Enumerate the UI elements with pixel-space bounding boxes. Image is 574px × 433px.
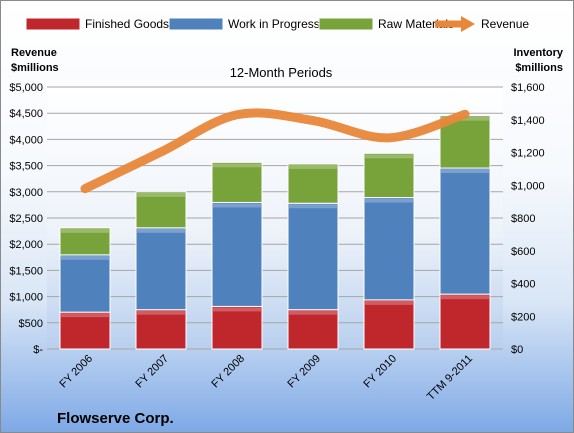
bar-segment-work-in-progress [363,197,415,301]
legend-label: Revenue [481,17,529,31]
bar-segment-work-in-progress [135,227,187,311]
bar-segment-finished-goods [287,309,339,350]
bar-highlight [213,203,261,208]
right-tick-label: $400 [511,279,535,291]
bar-segment-work-in-progress [211,201,263,307]
legend-swatch [318,17,374,31]
bar-highlight [365,300,413,305]
left-tick-label: $4,000 [9,134,43,146]
left-tick-label: $1,500 [9,265,43,277]
legend-swatch [25,17,81,31]
left-tick-label: $3,000 [9,187,43,199]
x-tick-label: FY 2008 [209,353,247,391]
bar-highlight [441,169,489,174]
right-tick-label: $1,600 [511,82,545,94]
bar-segment-work-in-progress [287,202,339,311]
bar-segment-work-in-progress [439,167,491,295]
bar-highlight [289,310,337,315]
left-tick-label: $5,000 [9,82,43,94]
company-name: Flowserve Corp. [57,410,174,427]
left-tick-label: $- [33,344,43,356]
bar-highlight [365,154,413,159]
right-tick-label: $200 [511,311,535,323]
bar-highlight [213,163,261,168]
bar-segment-raw-materials [287,163,339,204]
bar-highlight [61,313,109,318]
revenue-line-series [80,108,470,194]
bar-series [59,115,491,350]
x-tick-label: FY 2010 [361,353,399,391]
left-axis-ticks: $- $500 $1,000 $1,500 $2,000 $2,500 $3,000 $3,5… [9,82,43,356]
bar-segment-finished-goods [363,299,415,350]
legend-label: Finished Goods [85,17,169,31]
bar-highlight [365,198,413,203]
bar-highlight [441,295,489,300]
bar-highlight [61,255,109,260]
right-tick-label: $600 [511,246,535,258]
bar-segment-work-in-progress [59,254,111,313]
bar-segment-raw-materials [363,152,415,199]
legend: Finished Goods Work in Progress Raw Materi… [25,16,529,32]
bar-highlight [213,307,261,312]
right-axis-ticks: $0 $200 $400 $600 $800 $1,000 $1,200 $1,400 $1,6… [511,82,545,356]
bar-highlight [137,192,185,197]
bar-segment-finished-goods [59,311,111,350]
x-tick-label: FY 2007 [133,353,171,391]
right-tick-label: $1,000 [511,180,545,192]
left-tick-label: $2,000 [9,239,43,251]
left-tick-label: $2,500 [9,213,43,225]
bar-segment-raw-materials [135,191,187,229]
right-tick-label: $0 [511,344,523,356]
left-tick-label: $4,500 [9,108,43,120]
bar-segment-raw-materials [59,227,111,256]
revenue-line [80,108,470,194]
bar-highlight [289,204,337,209]
x-tick-label: TTM 9-2011 [425,353,475,403]
right-axis-label-line1: Inventory [513,47,563,59]
x-axis-ticks: FY 2006 FY 2007 FY 2008 FY 2009 FY 2010 TTM 9… [57,353,475,403]
bar-segment-raw-materials [211,161,263,203]
x-tick-label: FY 2009 [285,353,323,391]
right-axis-label-line2: $millions [515,62,563,74]
x-tick-label: FY 2006 [57,353,95,391]
right-tick-label: $1,400 [511,115,545,127]
bar-highlight [137,228,185,233]
bar-segment-finished-goods [211,305,263,350]
bar-segment-finished-goods [135,309,187,350]
chart-title: 12-Month Periods [230,65,333,80]
legend-label: Work in Progress [228,17,320,31]
left-tick-label: $500 [19,318,43,330]
bar-segment-finished-goods [439,293,491,350]
right-tick-label: $1,200 [511,148,545,160]
bar-highlight [61,228,109,233]
legend-swatch [168,17,224,31]
left-tick-label: $3,500 [9,161,43,173]
bar-highlight [289,164,337,169]
left-axis-label-line2: $millions [11,62,59,74]
left-axis-label-line1: Revenue [11,47,57,59]
left-tick-label: $1,000 [9,292,43,304]
right-tick-label: $800 [511,213,535,225]
bar-highlight [137,310,185,315]
legend-arrow-icon [461,16,475,32]
